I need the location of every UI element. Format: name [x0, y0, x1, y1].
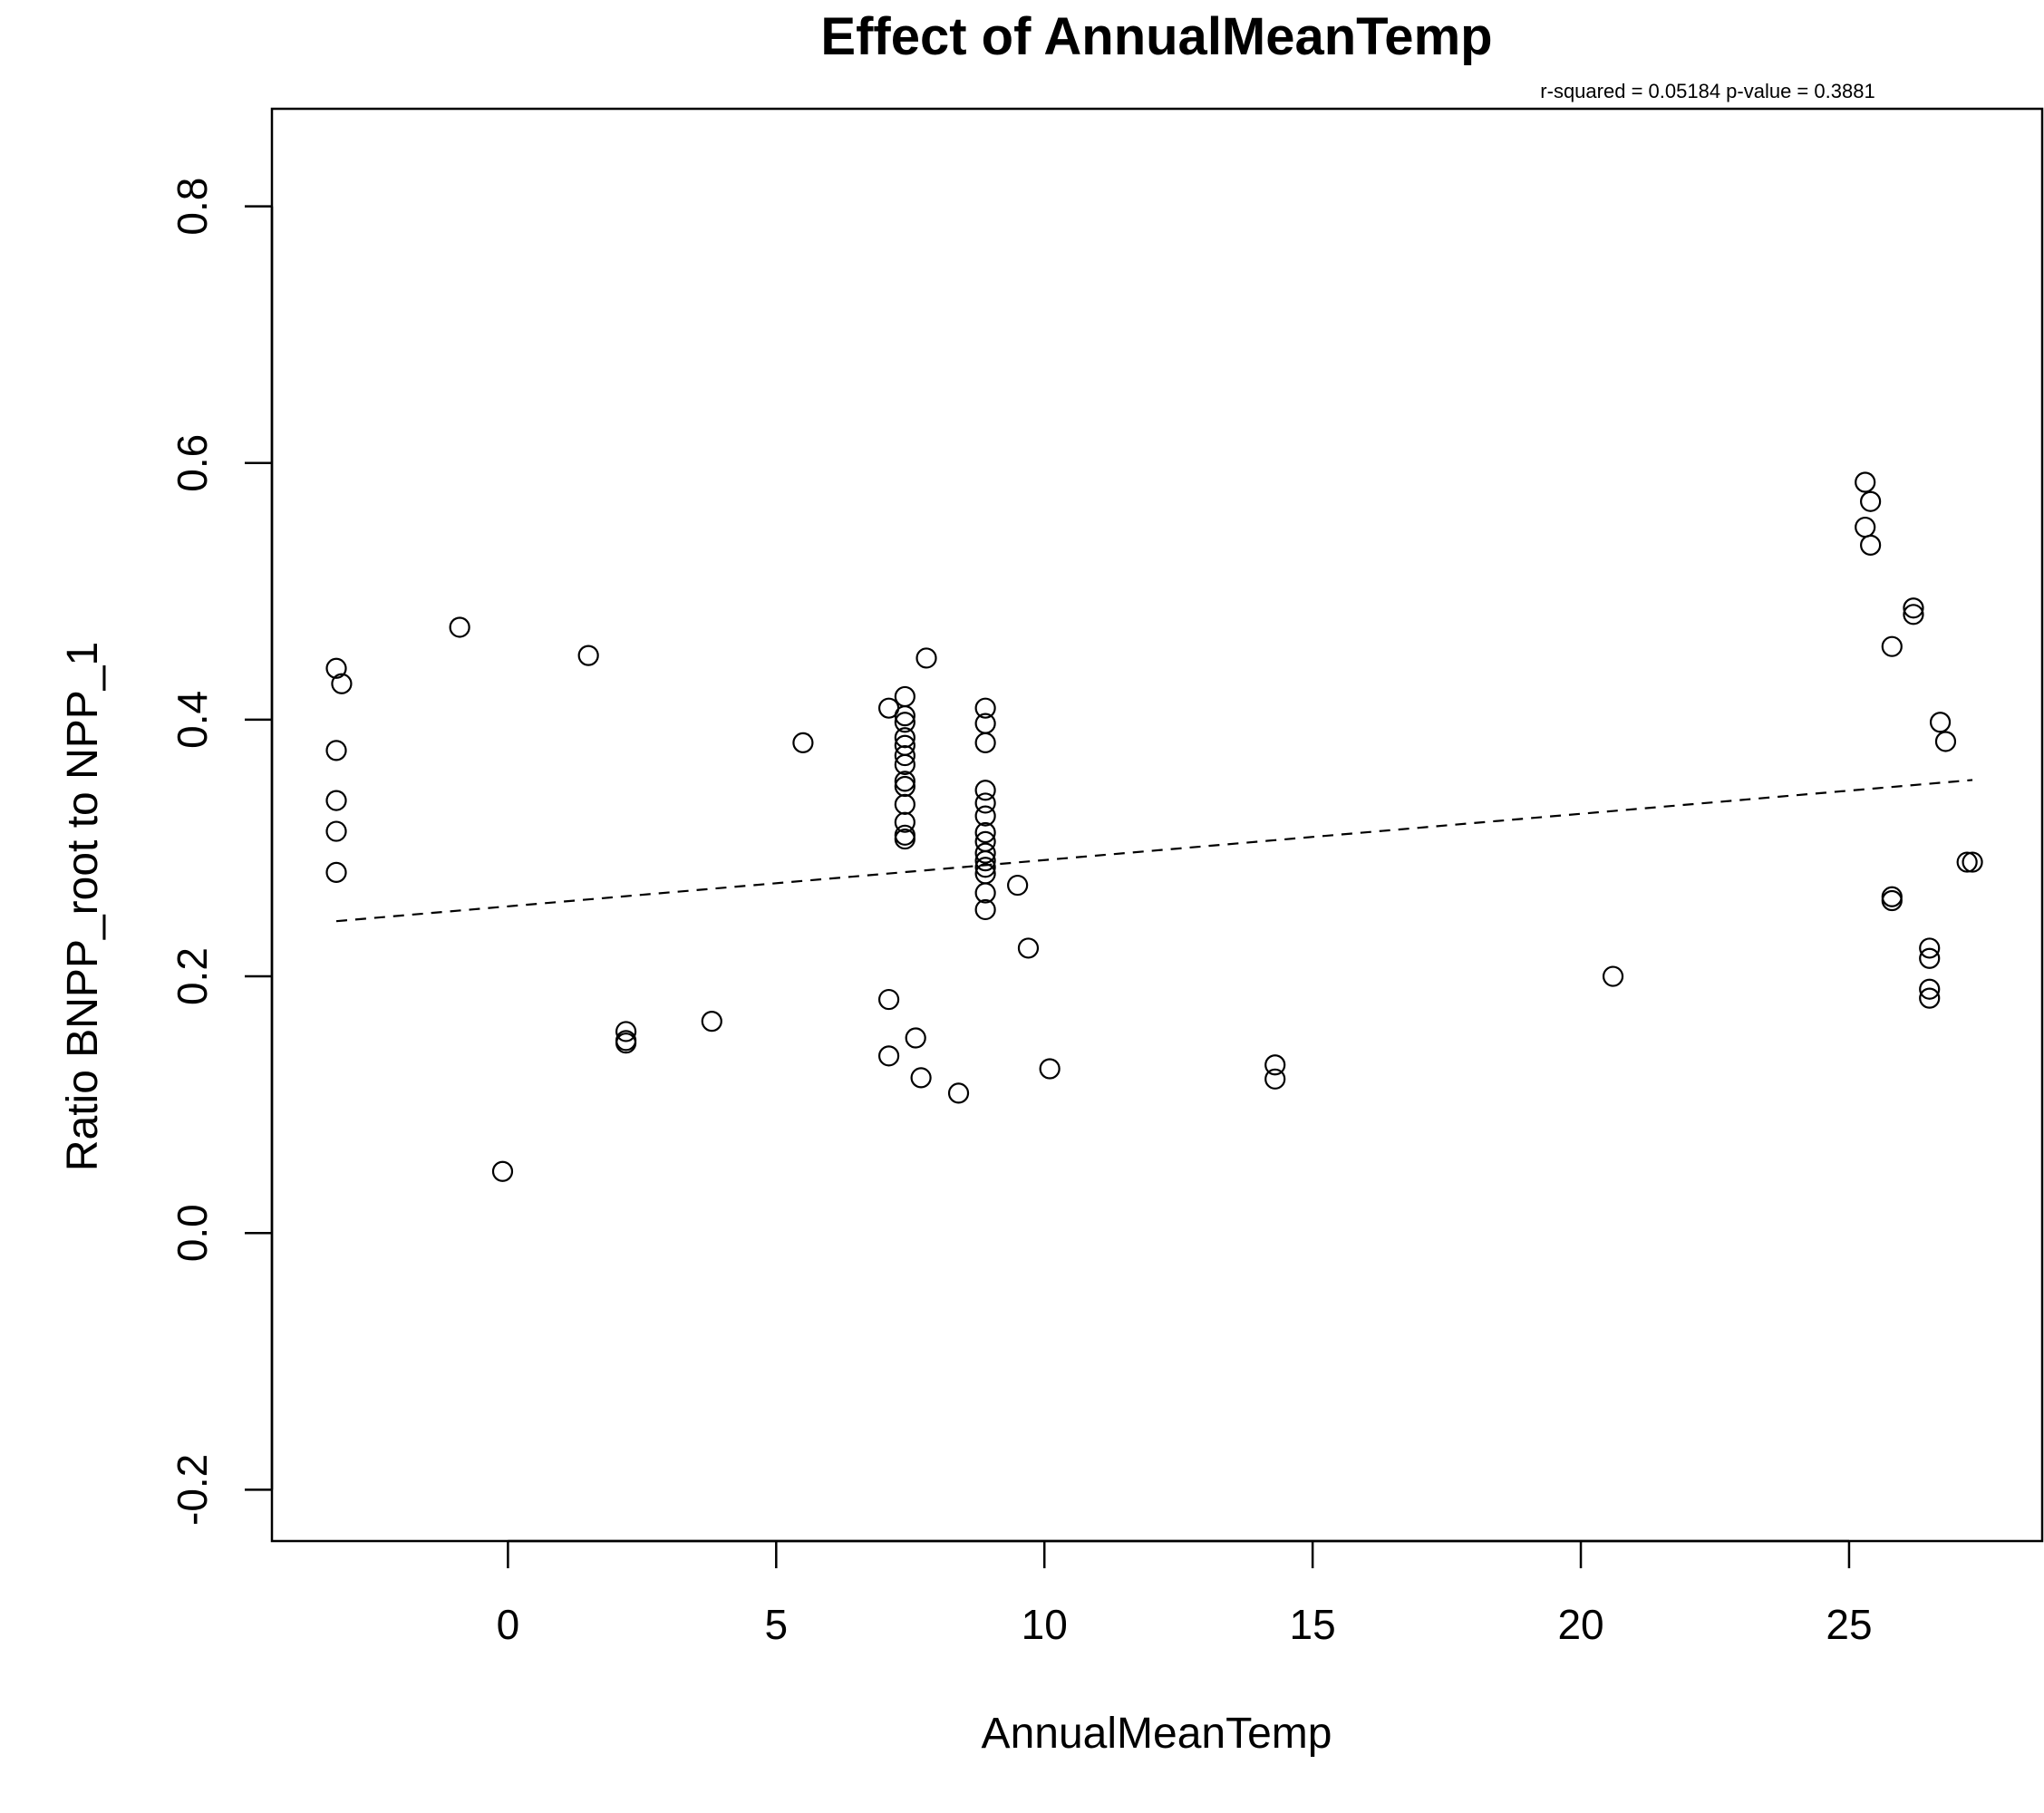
data-point [577, 645, 599, 666]
data-point [1934, 731, 1957, 752]
data-point [615, 1033, 637, 1054]
data-point [894, 793, 915, 815]
data-point [491, 1160, 514, 1182]
data-point [1007, 874, 1029, 897]
data-point [1962, 851, 1983, 873]
data-point [905, 1027, 926, 1049]
data-point [325, 740, 347, 761]
x-axis-label: AnnualMeanTemp [982, 1710, 1332, 1758]
x-tick-label: 0 [497, 1601, 520, 1648]
data-point [1855, 471, 1876, 493]
data-point [1903, 597, 1924, 619]
data-point [1039, 1058, 1061, 1080]
regression-fit [335, 779, 1973, 923]
data-point [1264, 1068, 1286, 1090]
data-point [449, 616, 470, 638]
data-point [894, 744, 915, 767]
data-point [974, 857, 996, 878]
y-axis-label: Ratio BNPP_root to NPP_1 [59, 642, 107, 1171]
data-point [1929, 712, 1952, 733]
data-point [325, 820, 347, 842]
data-point [1919, 947, 1941, 969]
data-point [1919, 937, 1941, 959]
x-tick-label: 15 [1290, 1601, 1336, 1648]
plot-frame [270, 107, 2044, 1543]
data-point [974, 850, 996, 872]
data-point [974, 882, 996, 904]
data-point [894, 753, 915, 776]
data-point [877, 1045, 900, 1067]
data-point [615, 1021, 637, 1042]
data-point [894, 771, 915, 792]
data-point [974, 732, 996, 753]
data-point [894, 811, 915, 833]
y-tick-label: -0.2 [169, 1454, 216, 1526]
x-axis: 0 5 10 15 20 25 [497, 1539, 1873, 1648]
data-point [1919, 987, 1941, 1009]
data-point [894, 727, 915, 749]
data-point [325, 790, 347, 811]
x-tick-label: 20 [1557, 1601, 1603, 1648]
data-point [877, 988, 900, 1011]
data-point [974, 792, 996, 814]
data-point [894, 775, 915, 798]
y-tick-label: 0.8 [169, 178, 216, 236]
data-point [331, 673, 353, 694]
x-tick-label: 10 [1022, 1601, 1068, 1648]
data-point [894, 705, 915, 727]
data-points [325, 471, 1983, 1182]
y-tick-label: 0.2 [169, 947, 216, 1005]
data-point [974, 697, 996, 719]
data-point [792, 732, 814, 753]
data-point [1881, 889, 1903, 912]
y-tick-label: 0.0 [169, 1204, 216, 1262]
x-tick-label: 25 [1826, 1601, 1872, 1648]
data-point [1903, 604, 1924, 625]
data-point [894, 712, 915, 733]
data-point [974, 780, 996, 801]
data-point [1855, 516, 1876, 538]
y-axis: -0.2 0.0 0.2 0.4 0.6 0.8 [169, 178, 274, 1526]
data-point [894, 685, 915, 708]
data-point [894, 828, 915, 850]
data-point [701, 1011, 722, 1033]
data-point [1860, 534, 1882, 556]
fit-line [335, 779, 1973, 923]
data-point [1602, 965, 1624, 987]
y-tick-label: 0.4 [169, 691, 216, 749]
data-point [910, 1067, 932, 1089]
data-point [1881, 635, 1903, 657]
data-point [915, 647, 937, 669]
data-point [974, 821, 996, 844]
data-point [947, 1082, 970, 1104]
chart-title: Effect of AnnualMeanTemp [820, 7, 1492, 66]
data-point [325, 861, 347, 883]
data-point [1919, 978, 1941, 1000]
stats-subtitle: r-squared = 0.05184 p-value = 0.3881 [1540, 80, 1874, 102]
y-tick-label: 0.6 [169, 434, 216, 492]
data-point [974, 842, 996, 864]
data-point [1860, 490, 1882, 512]
data-point [1956, 851, 1978, 873]
data-point [974, 898, 996, 921]
data-point [974, 805, 996, 827]
data-point [1017, 937, 1040, 959]
data-point [1264, 1054, 1286, 1076]
x-tick-label: 5 [765, 1601, 789, 1648]
data-point [325, 657, 347, 679]
